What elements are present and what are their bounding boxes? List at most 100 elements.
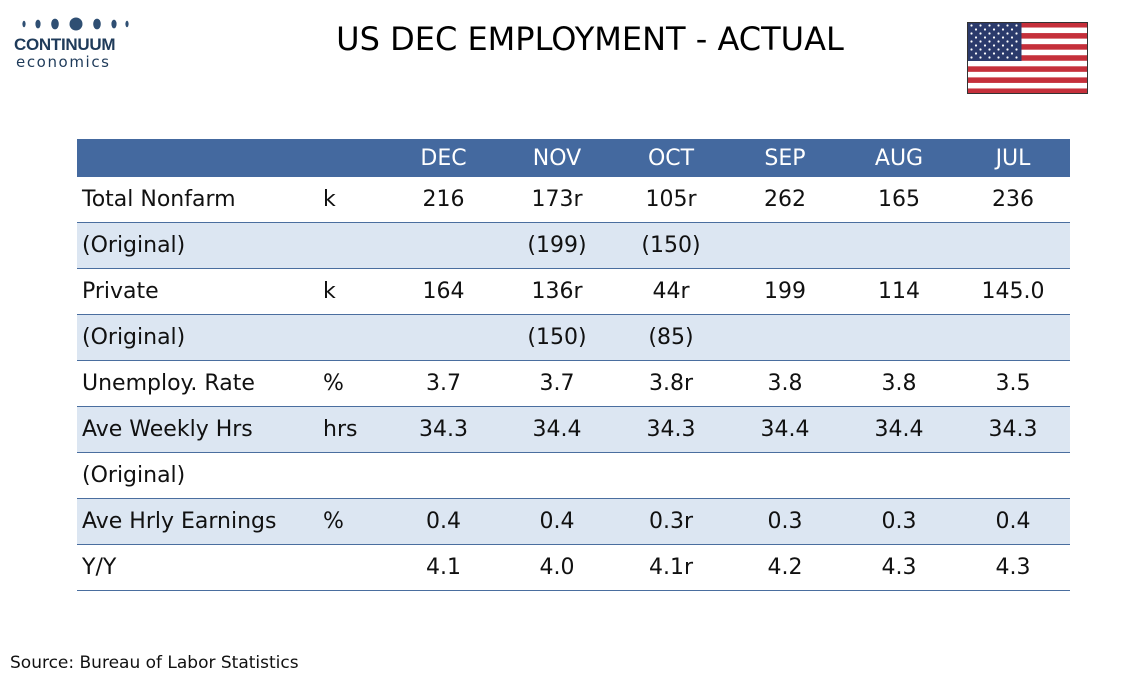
employment-table: DEC NOV OCT SEP AUG JUL Total Nonfarm k 216 173r… (77, 139, 1070, 591)
table-cell: 4.3 (842, 544, 956, 591)
table-cell (500, 452, 614, 499)
logo-subtitle: economics (16, 53, 111, 71)
table-cell: 0.4 (500, 498, 614, 545)
table-cell (387, 222, 500, 269)
column-header: SEP (728, 139, 842, 177)
table-cell (728, 222, 842, 269)
table-cell: 216 (387, 177, 500, 223)
row-label: (Original) (77, 222, 317, 269)
table-cell (956, 452, 1070, 499)
table-cell: 34.4 (728, 406, 842, 453)
table-row: Y/Y 4.1 4.0 4.1r 4.2 4.3 4.3 (77, 544, 1070, 591)
table-row: Ave Weekly Hrs hrs 34.3 34.4 34.3 34.4 34.4 34.… (77, 406, 1070, 453)
row-unit: % (317, 498, 387, 545)
table-cell: 3.5 (956, 360, 1070, 407)
table-cell (956, 314, 1070, 361)
row-label: Y/Y (77, 544, 317, 591)
table-row: Total Nonfarm k 216 173r 105r 262 165 236 (77, 177, 1070, 223)
table-row: (Original) (77, 452, 1070, 499)
table-cell: 165 (842, 177, 956, 223)
row-unit: k (317, 177, 387, 223)
table-cell: 262 (728, 177, 842, 223)
row-unit: hrs (317, 406, 387, 453)
table-cell: 0.3 (842, 498, 956, 545)
table-cell: 164 (387, 268, 500, 315)
row-label: Total Nonfarm (77, 177, 317, 223)
table-cell: 3.8 (842, 360, 956, 407)
table-row: (Original) (150) (85) (77, 314, 1070, 361)
table-cell (842, 452, 956, 499)
row-label: Unemploy. Rate (77, 360, 317, 407)
table-cell: 34.4 (500, 406, 614, 453)
table-cell: 0.4 (387, 498, 500, 545)
table-cell (842, 314, 956, 361)
page-title: US DEC EMPLOYMENT - ACTUAL (336, 20, 844, 58)
column-header: DEC (387, 139, 500, 177)
table-cell: 34.3 (614, 406, 728, 453)
table-cell: 4.1 (387, 544, 500, 591)
table-cell: 145.0 (956, 268, 1070, 315)
table-cell: 114 (842, 268, 956, 315)
table-cell: 199 (728, 268, 842, 315)
table-cell: 0.3 (728, 498, 842, 545)
column-header: NOV (500, 139, 614, 177)
row-unit (317, 222, 387, 269)
table-cell (614, 452, 728, 499)
row-unit (317, 314, 387, 361)
table-cell: 4.0 (500, 544, 614, 591)
table-cell: 34.4 (842, 406, 956, 453)
table-cell: 4.2 (728, 544, 842, 591)
company-logo: CONTINUUM economics (14, 14, 134, 70)
us-flag-icon (967, 22, 1088, 94)
table-cell: 44r (614, 268, 728, 315)
table-cell (728, 452, 842, 499)
row-label: Ave Hrly Earnings (77, 498, 317, 545)
table-cell: 3.8 (728, 360, 842, 407)
logo-dots-icon (22, 17, 129, 31)
flag-stars (970, 24, 1018, 59)
table-cell: 3.7 (500, 360, 614, 407)
table-row: Unemploy. Rate% 3.7 3.7 3.8r 3.8 3.8 3.5 (77, 360, 1070, 407)
table-cell (728, 314, 842, 361)
row-unit (317, 544, 387, 591)
row-unit: k (317, 268, 387, 315)
table-cell: 136r (500, 268, 614, 315)
column-header: AUG (842, 139, 956, 177)
header-blank (77, 139, 317, 177)
table-cell: (150) (614, 222, 728, 269)
table-cell: 3.7 (387, 360, 500, 407)
logo-name: CONTINUUM (14, 35, 116, 54)
table-row: Private k 164 136r 44r 199 114 145.0 (77, 268, 1070, 315)
table-cell: (150) (500, 314, 614, 361)
table-cell (387, 452, 500, 499)
column-header: OCT (614, 139, 728, 177)
table-cell: 3.8r (614, 360, 728, 407)
table-cell: 236 (956, 177, 1070, 223)
row-label: Ave Weekly Hrs (77, 406, 317, 453)
row-label: (Original) (77, 452, 317, 499)
table-cell: 4.3 (956, 544, 1070, 591)
table-header-row: DEC NOV OCT SEP AUG JUL (77, 139, 1070, 177)
row-unit: % (317, 360, 387, 407)
table-cell (842, 222, 956, 269)
table-cell (387, 314, 500, 361)
column-header: JUL (956, 139, 1070, 177)
source-note: Source: Bureau of Labor Statistics (10, 653, 299, 673)
header-blank (317, 139, 387, 177)
table-cell: 34.3 (387, 406, 500, 453)
table-cell: 4.1r (614, 544, 728, 591)
table-cell: 34.3 (956, 406, 1070, 453)
table-cell: (199) (500, 222, 614, 269)
table-row: Ave Hrly Earnings% 0.4 0.4 0.3r 0.3 0.3 0.4 (77, 498, 1070, 545)
table-cell: 0.3r (614, 498, 728, 545)
row-label: Private (77, 268, 317, 315)
table-cell: 105r (614, 177, 728, 223)
table-cell (956, 222, 1070, 269)
flag-stripes (967, 22, 1088, 94)
row-unit (317, 452, 387, 499)
table-row: (Original) (199) (150) (77, 222, 1070, 269)
table-cell: 0.4 (956, 498, 1070, 545)
table-cell: 173r (500, 177, 614, 223)
table-cell: (85) (614, 314, 728, 361)
row-label: (Original) (77, 314, 317, 361)
